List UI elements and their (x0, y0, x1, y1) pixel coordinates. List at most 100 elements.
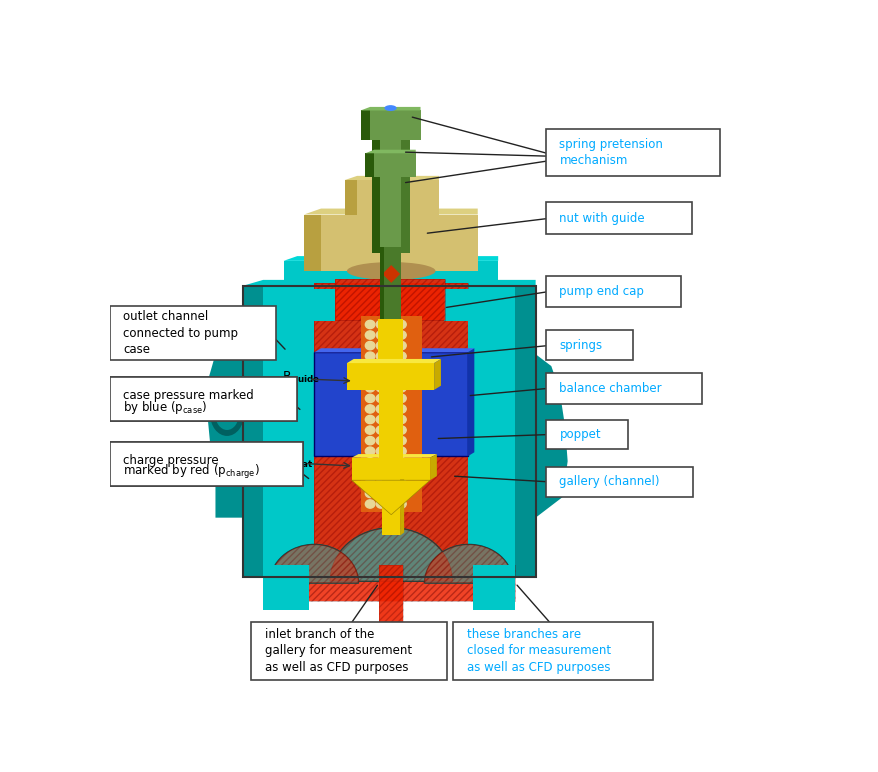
Polygon shape (351, 454, 436, 458)
Circle shape (386, 373, 395, 381)
Circle shape (386, 436, 395, 445)
Text: outlet channel
connected to pump
case: outlet channel connected to pump case (123, 310, 238, 356)
FancyBboxPatch shape (110, 442, 303, 486)
FancyBboxPatch shape (443, 289, 515, 321)
Circle shape (365, 363, 374, 371)
Wedge shape (424, 544, 513, 583)
FancyBboxPatch shape (263, 565, 309, 610)
Circle shape (365, 489, 374, 498)
Circle shape (365, 468, 374, 476)
FancyBboxPatch shape (110, 377, 296, 421)
Polygon shape (371, 348, 378, 456)
Circle shape (396, 363, 406, 371)
Text: balance chamber: balance chamber (559, 381, 661, 394)
FancyBboxPatch shape (263, 292, 314, 565)
Circle shape (396, 384, 406, 392)
Circle shape (386, 447, 395, 455)
FancyBboxPatch shape (545, 330, 632, 360)
Polygon shape (360, 110, 370, 141)
Circle shape (365, 341, 374, 350)
FancyBboxPatch shape (378, 319, 403, 366)
Text: R$_{\mathbf{seat}}$: R$_{\mathbf{seat}}$ (281, 455, 313, 470)
FancyBboxPatch shape (545, 276, 680, 306)
Polygon shape (429, 454, 436, 480)
Circle shape (396, 341, 406, 350)
Circle shape (376, 436, 385, 445)
Text: inlet branch of the
gallery for measurement
as well as CFD purposes: inlet branch of the gallery for measurem… (264, 628, 411, 674)
FancyBboxPatch shape (545, 467, 692, 497)
Wedge shape (270, 544, 358, 583)
Circle shape (376, 426, 385, 434)
Text: these branches are
closed for measurement
as well as CFD purposes: these branches are closed for measuremen… (466, 628, 610, 674)
Polygon shape (535, 354, 567, 518)
Ellipse shape (384, 105, 396, 111)
Ellipse shape (210, 391, 244, 436)
Circle shape (386, 384, 395, 392)
Ellipse shape (347, 262, 435, 280)
Text: charge pressure
marked by red (pᴄʰᵃʳᵍᵉ): charge pressure marked by red (pᴄʰᵃʳᵍᵉ) (123, 449, 259, 479)
Polygon shape (467, 348, 474, 456)
Text: R$_{\mathbf{guide}}$: R$_{\mathbf{guide}}$ (281, 370, 320, 387)
Circle shape (386, 479, 395, 487)
Polygon shape (351, 480, 429, 515)
FancyBboxPatch shape (365, 154, 415, 177)
Polygon shape (409, 348, 474, 352)
Circle shape (396, 447, 406, 455)
Circle shape (386, 415, 395, 424)
Circle shape (386, 468, 395, 476)
Circle shape (365, 331, 374, 339)
Wedge shape (329, 528, 452, 581)
Polygon shape (242, 286, 263, 577)
FancyBboxPatch shape (545, 202, 691, 234)
Circle shape (365, 436, 374, 445)
Circle shape (376, 373, 385, 381)
Text: pump end cap: pump end cap (559, 285, 644, 298)
Circle shape (376, 405, 385, 413)
Circle shape (396, 436, 406, 445)
Circle shape (386, 499, 395, 508)
FancyBboxPatch shape (472, 565, 515, 610)
Text: springs: springs (559, 339, 602, 352)
Polygon shape (304, 208, 478, 215)
Circle shape (376, 394, 385, 402)
FancyBboxPatch shape (360, 110, 420, 141)
Text: poppet: poppet (559, 428, 601, 441)
Polygon shape (371, 134, 380, 253)
FancyBboxPatch shape (360, 316, 421, 512)
Circle shape (396, 499, 406, 508)
Polygon shape (401, 134, 409, 253)
FancyBboxPatch shape (347, 363, 434, 390)
Polygon shape (365, 154, 374, 177)
Polygon shape (380, 247, 384, 319)
Circle shape (365, 320, 374, 329)
Text: charge pressure: charge pressure (123, 453, 219, 466)
Polygon shape (344, 180, 356, 215)
FancyBboxPatch shape (351, 458, 429, 480)
Circle shape (376, 458, 385, 466)
Polygon shape (515, 286, 535, 577)
Circle shape (396, 373, 406, 381)
Circle shape (376, 415, 385, 424)
FancyBboxPatch shape (110, 377, 296, 421)
Circle shape (386, 363, 395, 371)
Polygon shape (314, 348, 378, 352)
Circle shape (365, 373, 374, 381)
FancyBboxPatch shape (263, 565, 515, 601)
Polygon shape (344, 176, 438, 180)
Polygon shape (399, 479, 404, 536)
Circle shape (396, 415, 406, 424)
FancyBboxPatch shape (242, 286, 535, 577)
Circle shape (376, 468, 385, 476)
Circle shape (396, 394, 406, 402)
Circle shape (376, 331, 385, 339)
Circle shape (376, 489, 385, 498)
Circle shape (386, 394, 395, 402)
FancyBboxPatch shape (344, 180, 438, 215)
Polygon shape (365, 150, 415, 154)
Circle shape (386, 352, 395, 361)
Circle shape (396, 458, 406, 466)
Circle shape (376, 341, 385, 350)
Polygon shape (242, 280, 535, 286)
FancyBboxPatch shape (382, 479, 399, 536)
Circle shape (396, 468, 406, 476)
